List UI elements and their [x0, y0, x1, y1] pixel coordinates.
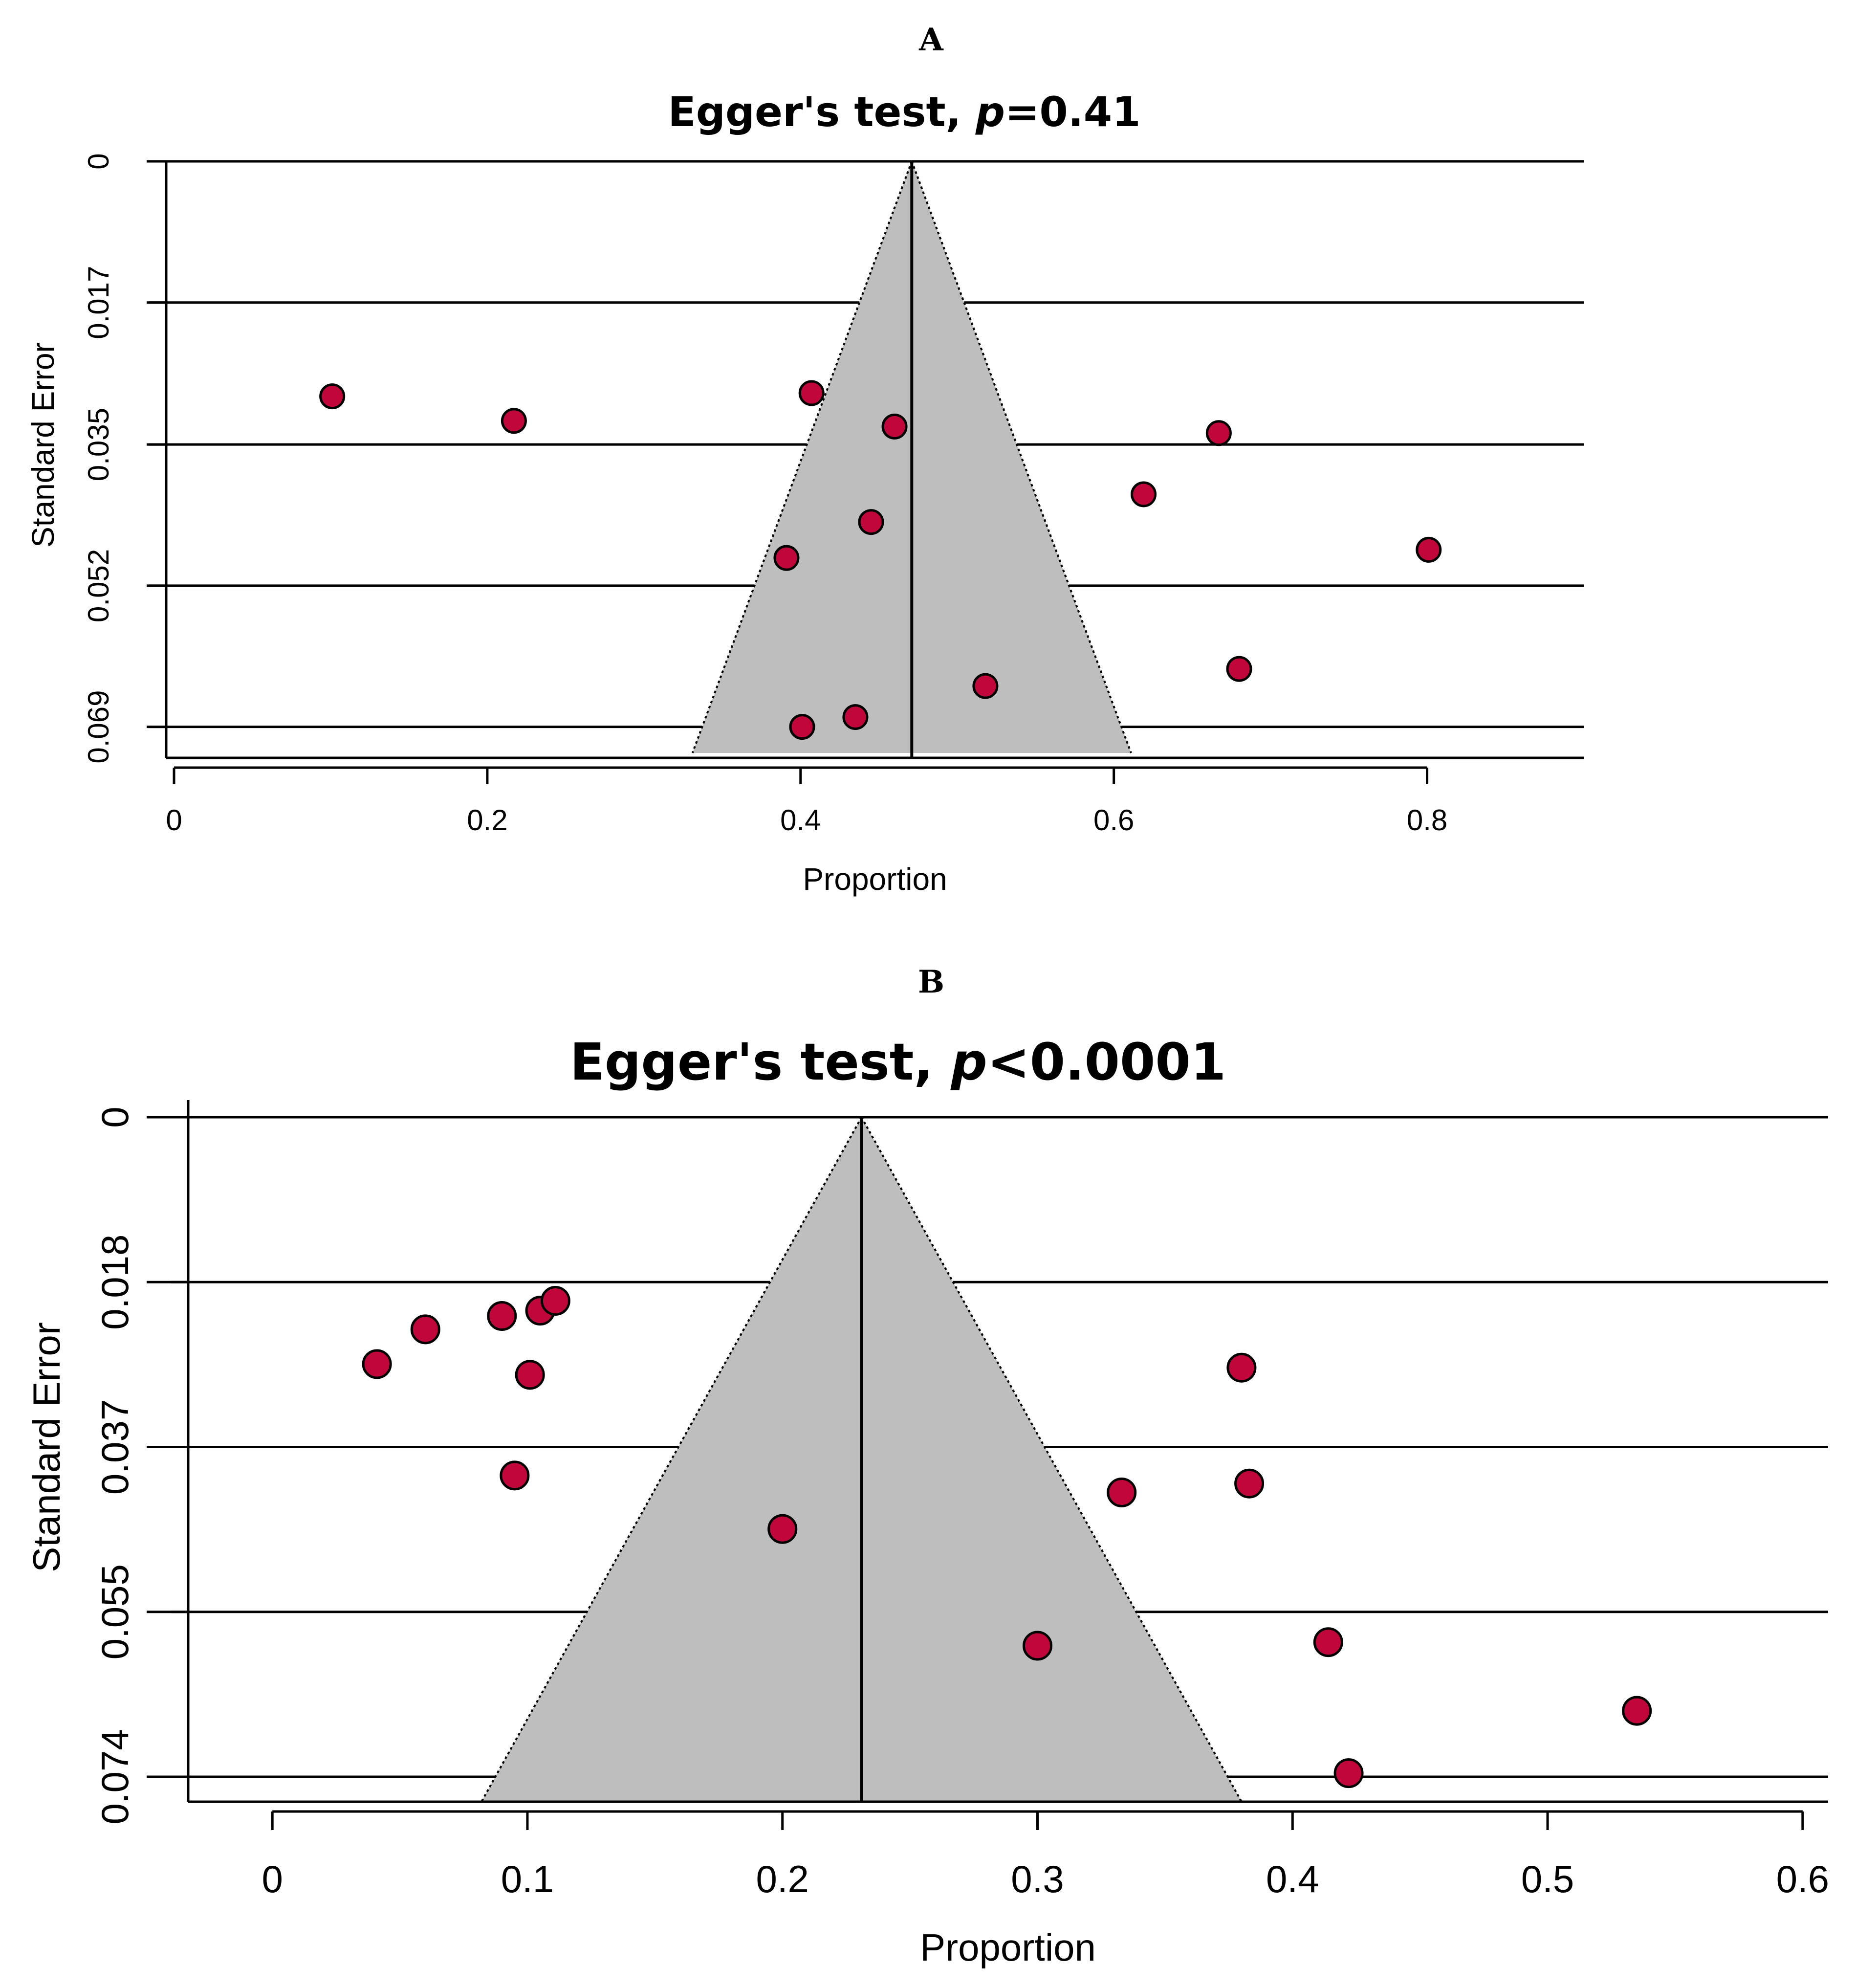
study-point-b-10 [1234, 1468, 1265, 1499]
study-point-b-12 [1313, 1627, 1343, 1657]
y-axis-label-b: Standard Error [25, 1322, 68, 1572]
x-tick-label-b-2: 0.2 [756, 1857, 809, 1900]
study-point-a-11 [842, 704, 869, 730]
x-tick-label-a-0: 0 [166, 804, 182, 837]
gridlines-b [147, 1116, 1828, 1802]
y-tick-label-a-2: 0.035 [82, 408, 115, 481]
study-point-a-7 [773, 545, 800, 571]
funnel-plot-b: B Egger's test, p<0.0001 0 0.1 0.2 0.3 0.4 0.… [25, 964, 1829, 1969]
y-tick-label-b-1: 0.018 [93, 1235, 136, 1330]
funnel-right-limit-b [860, 1117, 1243, 1802]
study-point-b-1 [410, 1314, 440, 1345]
study-point-a-5 [1131, 481, 1157, 508]
study-point-b-11 [1023, 1631, 1053, 1661]
x-tick-label-a-1: 0.2 [467, 804, 507, 837]
y-tick-label-b-0: 0 [93, 1106, 136, 1127]
study-point-b-9 [1107, 1477, 1137, 1507]
study-point-b-8 [1226, 1352, 1257, 1383]
x-tick-label-b-0: 0 [262, 1857, 283, 1900]
x-tick-label-b-1: 0.1 [501, 1857, 554, 1900]
x-axis-label-b: Proportion [920, 1926, 1096, 1969]
plot-title-b: Egger's test, p<0.0001 [570, 1032, 1226, 1092]
plot-title-a: Egger's test, p=0.41 [668, 88, 1140, 136]
study-point-a-12 [789, 714, 815, 740]
y-tick-label-a-1: 0.017 [82, 266, 115, 339]
x-tick-label-b-4: 0.4 [1266, 1857, 1319, 1900]
study-point-a-9 [1226, 656, 1252, 682]
study-point-b-5 [515, 1360, 545, 1390]
study-point-a-4 [1205, 420, 1232, 446]
study-point-a-2 [798, 380, 825, 406]
study-point-b-7 [767, 1514, 798, 1544]
study-point-b-2 [487, 1301, 517, 1331]
funnel-left-limit-b [480, 1117, 863, 1802]
x-tick-label-a-2: 0.4 [780, 804, 821, 837]
study-point-a-10 [972, 673, 999, 699]
study-point-b-4 [540, 1286, 570, 1316]
y-tick-label-a-3: 0.052 [82, 549, 115, 622]
study-point-b-6 [500, 1460, 530, 1491]
panel-label-a: A [918, 22, 944, 58]
study-point-a-8 [1416, 536, 1442, 563]
y-tick-label-a-4: 0.069 [82, 690, 115, 764]
study-points-a [319, 380, 1442, 740]
y-tick-label-b-3: 0.055 [93, 1564, 136, 1659]
x-axis-label-a: Proportion [803, 861, 947, 897]
y-tick-label-b-4: 0.074 [93, 1729, 136, 1824]
funnel-plot-a: A Egger's test, p=0.41 0 0.2 0.4 0.6 0.8 0 0.0… [25, 22, 1584, 897]
study-point-a-6 [858, 509, 884, 535]
axes-a: 0 0.2 0.4 0.6 0.8 0 0.017 0.035 0.052 0.069 [82, 153, 1584, 837]
study-point-a-3 [881, 413, 908, 440]
gridlines-a [147, 160, 1584, 758]
x-tick-label-b-5: 0.5 [1521, 1857, 1574, 1900]
axes-b: 0 0.1 0.2 0.3 0.4 0.5 0.6 0 0.018 0.037 0.055 0.074 [93, 1100, 1829, 1900]
study-point-b-0 [362, 1349, 392, 1379]
x-tick-label-a-3: 0.6 [1093, 804, 1134, 837]
y-tick-label-b-2: 0.037 [93, 1399, 136, 1495]
study-point-b-13 [1622, 1696, 1652, 1726]
study-point-a-1 [501, 408, 527, 434]
x-tick-label-b-3: 0.3 [1011, 1857, 1064, 1900]
y-axis-label-a: Standard Error [25, 342, 61, 548]
y-tick-label-a-0: 0 [82, 153, 115, 169]
study-point-a-0 [319, 383, 346, 410]
study-point-b-14 [1333, 1758, 1364, 1789]
x-tick-label-b-6: 0.6 [1776, 1857, 1829, 1900]
study-points-b [362, 1286, 1652, 1789]
x-tick-label-a-4: 0.8 [1407, 804, 1447, 837]
panel-label-b: B [918, 964, 944, 1000]
